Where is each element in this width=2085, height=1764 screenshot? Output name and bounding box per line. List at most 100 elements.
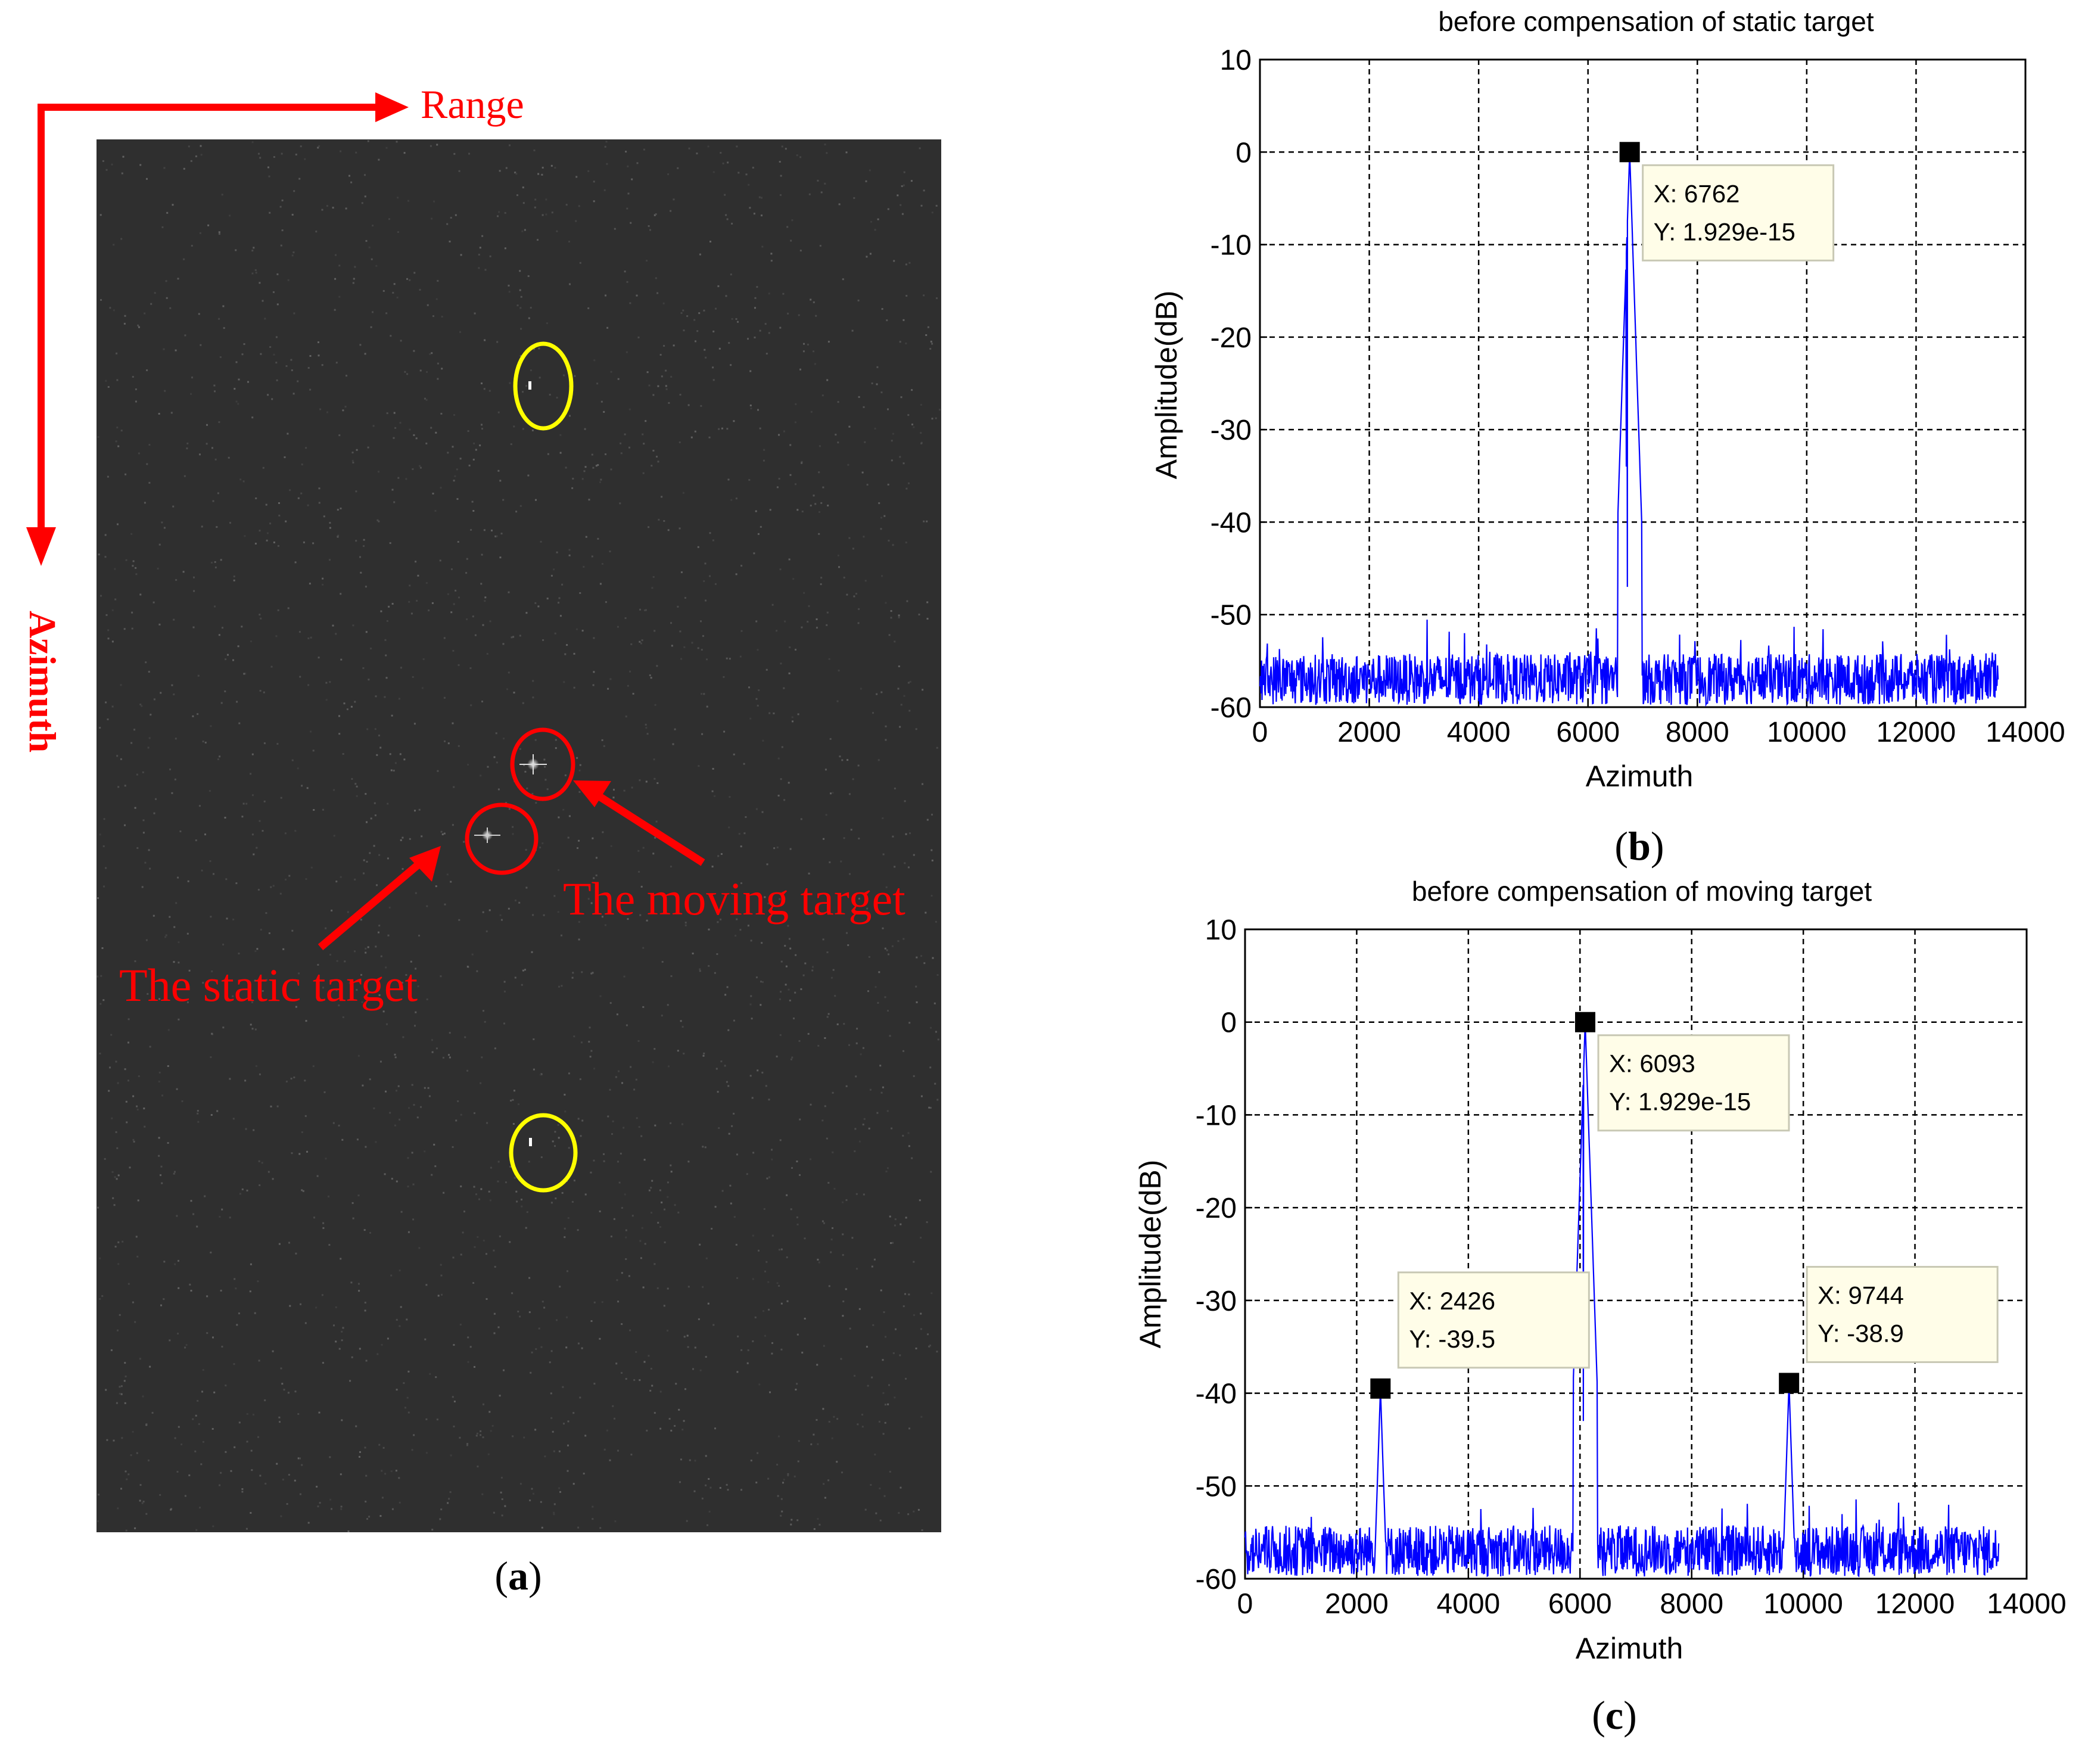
speckle-dot <box>291 759 294 761</box>
speckle-dot <box>366 1518 368 1520</box>
speckle-dot <box>298 972 300 975</box>
speckle-dot <box>197 1399 199 1402</box>
speckle-dot <box>493 1332 496 1334</box>
speckle-dot <box>824 769 827 771</box>
speckle-dot <box>869 1088 872 1091</box>
speckle-dot <box>195 839 197 841</box>
speckle-dot <box>642 1006 645 1008</box>
speckle-dot <box>750 1460 752 1462</box>
speckle-dot <box>396 141 398 143</box>
speckle-dot <box>394 762 397 764</box>
speckle-dot <box>927 1333 929 1336</box>
speckle-dot <box>908 710 911 712</box>
speckle-dot <box>474 1112 475 1114</box>
speckle-dot <box>145 939 148 941</box>
speckle-dot <box>399 1501 401 1504</box>
speckle-dot <box>251 272 254 275</box>
speckle-dot <box>379 1060 382 1063</box>
speckle-dot <box>578 921 580 923</box>
speckle-dot <box>474 312 476 315</box>
speckle-dot <box>110 1034 113 1036</box>
speckle-dot <box>139 164 142 166</box>
speckle-dot <box>253 1129 255 1131</box>
speckle-dot <box>403 758 406 761</box>
speckle-dot <box>803 592 805 594</box>
speckle-dot <box>714 583 717 585</box>
speckle-dot <box>132 565 134 567</box>
speckle-dot <box>808 605 810 607</box>
y-tick-label: 10 <box>1205 914 1237 946</box>
datatip-marker[interactable] <box>1619 142 1640 163</box>
speckle-dot <box>326 411 328 413</box>
speckle-dot <box>229 214 231 217</box>
speckle-dot <box>749 405 752 407</box>
speckle-dot <box>874 428 876 430</box>
speckle-dot <box>267 1171 270 1173</box>
speckle-dot <box>851 329 854 332</box>
speckle-dot <box>287 607 290 609</box>
datatip-marker[interactable] <box>1575 1012 1596 1032</box>
speckle-dot <box>736 145 738 148</box>
speckle-dot <box>173 693 175 696</box>
speckle-dot <box>483 1239 485 1242</box>
speckle-dot <box>204 1195 206 1197</box>
speckle-dot <box>749 717 752 720</box>
speckle-dot <box>114 598 117 601</box>
speckle-dot <box>519 505 522 507</box>
speckle-dot <box>169 1339 171 1342</box>
speckle-dot <box>403 152 406 154</box>
speckle-dot <box>880 691 883 693</box>
speckle-dot <box>458 919 460 921</box>
speckle-dot <box>490 1430 492 1432</box>
speckle-dot <box>878 971 880 973</box>
speckle-dot <box>680 312 683 314</box>
speckle-dot <box>395 1470 397 1472</box>
speckle-dot <box>415 437 418 440</box>
speckle-dot <box>292 251 295 254</box>
speckle-dot <box>388 218 390 220</box>
speckle-dot <box>554 1145 556 1147</box>
datatip-marker[interactable] <box>1370 1378 1391 1399</box>
speckle-dot <box>161 521 163 524</box>
speckle-dot <box>258 153 260 155</box>
speckle-dot <box>813 301 815 303</box>
speckle-dot <box>542 1301 544 1303</box>
speckle-dot <box>889 1035 891 1037</box>
speckle-dot <box>134 1527 136 1529</box>
speckle-dot <box>740 565 743 567</box>
speckle-dot <box>695 340 696 343</box>
speckle-dot <box>335 254 337 256</box>
speckle-dot <box>758 1249 760 1252</box>
speckle-dot <box>508 907 510 910</box>
speckle-dot <box>443 637 446 639</box>
speckle-dot <box>655 213 657 216</box>
speckle-dot <box>584 466 587 468</box>
speckle-dot <box>564 1236 566 1239</box>
speckle-dot <box>211 1032 213 1035</box>
speckle-dot <box>766 1177 768 1180</box>
speckle-dot <box>628 446 630 449</box>
static-target-spot <box>474 827 500 843</box>
speckle-dot <box>127 1079 129 1082</box>
speckle-dot <box>396 296 399 298</box>
speckle-dot <box>109 1066 111 1069</box>
speckle-dot <box>543 758 546 761</box>
datatip-marker[interactable] <box>1779 1373 1800 1393</box>
speckle-dot <box>368 246 371 248</box>
speckle-dot <box>795 649 796 651</box>
speckle-dot <box>136 1105 138 1107</box>
speckle-dot <box>833 1187 836 1190</box>
speckle-dot <box>318 354 320 357</box>
speckle-dot <box>567 1420 570 1423</box>
speckle-dot <box>302 1190 304 1192</box>
speckle-dot <box>538 1327 540 1330</box>
speckle-dot <box>204 833 206 836</box>
speckle-dot <box>262 466 264 469</box>
speckle-dot <box>705 1257 708 1259</box>
speckle-dot <box>277 609 279 611</box>
speckle-dot <box>531 1488 533 1490</box>
